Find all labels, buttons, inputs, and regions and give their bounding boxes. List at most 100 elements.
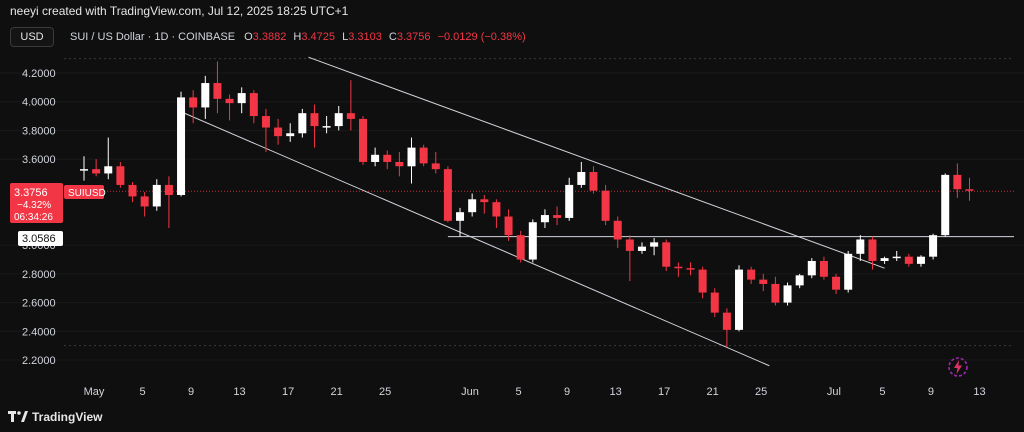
candle xyxy=(225,94,234,121)
candle xyxy=(771,276,780,306)
candle xyxy=(747,266,756,284)
candle-body xyxy=(310,113,319,127)
candle-body xyxy=(856,239,865,254)
candle-body xyxy=(832,276,841,290)
candle xyxy=(213,61,222,114)
x-tick-label: May xyxy=(84,386,105,398)
candle-body xyxy=(431,163,440,170)
x-tick-label: 25 xyxy=(755,386,767,398)
candle xyxy=(735,265,744,332)
candle-body xyxy=(577,172,586,185)
y-axis: 4.20004.00003.80003.60003.00002.80002.60… xyxy=(22,68,56,367)
x-tick-label: 17 xyxy=(282,386,294,398)
candle xyxy=(832,273,841,294)
lower-channel-line xyxy=(180,111,770,367)
candle-body xyxy=(722,312,731,330)
candle xyxy=(650,238,659,256)
candle xyxy=(104,137,113,180)
candle-body xyxy=(407,147,416,167)
candle xyxy=(237,87,246,114)
candle xyxy=(189,90,198,124)
candle-body xyxy=(201,83,210,108)
candle xyxy=(322,116,331,134)
candle xyxy=(480,194,489,214)
candle xyxy=(904,253,913,267)
y-tick-label: 4.2000 xyxy=(22,68,56,80)
y-tick-label: 2.4000 xyxy=(22,326,56,338)
candle xyxy=(346,80,355,131)
candle-body xyxy=(759,279,768,284)
candle-body xyxy=(128,184,137,197)
candle-body xyxy=(298,113,307,134)
lightning-badge-icon[interactable] xyxy=(947,356,969,378)
candle-body xyxy=(395,161,404,167)
candle-body xyxy=(565,184,574,218)
open-value: 3.3882 xyxy=(252,31,287,43)
open-label: O xyxy=(244,31,253,43)
candle xyxy=(443,166,452,223)
x-tick-label: 9 xyxy=(928,386,934,398)
candle xyxy=(504,209,513,241)
candle-body xyxy=(686,268,695,270)
candle-body xyxy=(322,126,331,128)
candle xyxy=(662,239,671,272)
x-tick-label: Jun xyxy=(461,386,479,398)
y-tick-label: 2.6000 xyxy=(22,298,56,310)
ohlc-legend: SUI / US Dollar · 1D · COINBASE O3.3882 … xyxy=(70,31,526,43)
candle xyxy=(577,161,586,188)
candles xyxy=(80,61,974,348)
x-tick-label: 21 xyxy=(330,386,342,398)
candle-body xyxy=(164,184,173,195)
candle xyxy=(892,250,901,261)
candle-body xyxy=(443,169,452,221)
candle xyxy=(844,250,853,293)
candle xyxy=(674,262,683,277)
candle xyxy=(722,308,731,348)
candle xyxy=(310,104,319,148)
candle-body xyxy=(965,189,974,191)
x-tick-label: Jul xyxy=(827,386,841,398)
candle-body xyxy=(334,113,343,127)
candle xyxy=(164,176,173,228)
candle-body xyxy=(771,283,780,303)
x-tick-label: 9 xyxy=(564,386,570,398)
y-tick-label: 2.8000 xyxy=(22,269,56,281)
y-tick-label: 3.6000 xyxy=(22,154,56,166)
candle-body xyxy=(819,260,828,277)
candle-body xyxy=(735,269,744,330)
candle xyxy=(261,108,270,152)
candle xyxy=(358,116,367,165)
candle xyxy=(637,242,646,254)
high-label: H xyxy=(293,31,302,43)
symbol-title[interactable]: SUI / US Dollar · 1D · COINBASE xyxy=(70,31,236,43)
dotted-levels xyxy=(64,58,1014,347)
candle-body xyxy=(868,239,877,261)
currency-button[interactable]: USD xyxy=(10,27,54,47)
candle xyxy=(698,266,707,299)
candle-body xyxy=(916,256,925,264)
candle-body xyxy=(237,93,246,104)
candle-body xyxy=(80,169,88,171)
candle-body xyxy=(747,269,756,280)
candle-body xyxy=(456,212,465,221)
candle-body xyxy=(613,220,622,240)
candle xyxy=(880,256,889,264)
candle xyxy=(553,206,562,226)
y-tick-label: 4.0000 xyxy=(22,97,56,109)
candle xyxy=(298,108,307,138)
x-tick-label: 13 xyxy=(233,386,245,398)
trendlines[interactable] xyxy=(180,56,1014,367)
candle-body xyxy=(662,242,671,267)
candle xyxy=(589,166,598,194)
candle xyxy=(383,150,392,170)
x-tick-label: 13 xyxy=(973,386,985,398)
candle-body xyxy=(152,184,161,207)
y-tick-label: 3.8000 xyxy=(22,125,56,137)
candle-body xyxy=(795,275,804,286)
candle-body xyxy=(249,93,258,117)
x-tick-label: 5 xyxy=(139,386,145,398)
candle-body xyxy=(189,97,198,108)
x-tick-label: 5 xyxy=(515,386,521,398)
candle-body xyxy=(213,83,222,99)
